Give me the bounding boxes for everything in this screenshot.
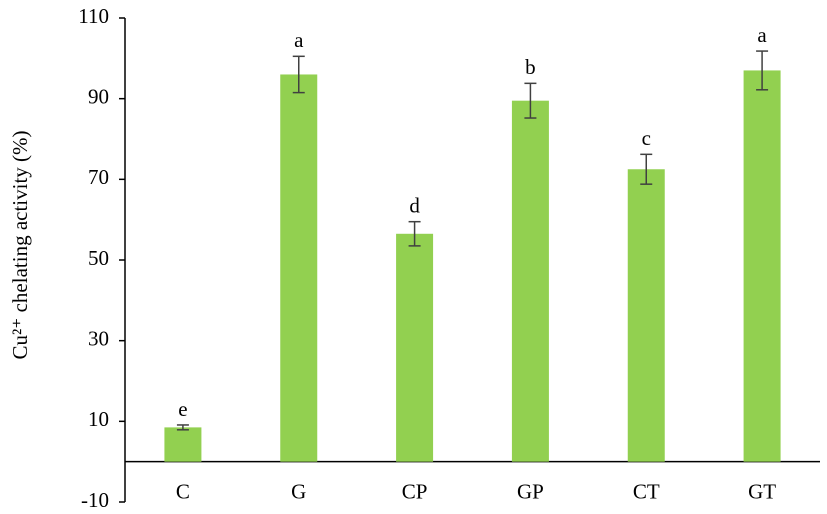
bar [280,74,318,462]
significance-letter: a [757,23,767,47]
bar [164,427,202,462]
y-axis-label: Cu²⁺ chelating activity (%) [8,130,32,359]
x-tick-label: C [176,479,190,503]
bar [511,100,549,462]
bar [627,169,665,462]
significance-letter: e [178,397,187,421]
y-tick-label: 70 [88,165,109,189]
y-tick-label: 50 [88,246,109,270]
y-tick-label: 110 [78,4,109,28]
x-tick-label: GT [748,479,776,503]
significance-letter: b [525,55,536,79]
x-tick-label: CT [633,479,660,503]
significance-letter: a [294,28,304,52]
significance-letter: c [642,126,651,150]
y-tick-label: 30 [88,326,109,350]
bar [743,70,781,462]
y-tick-label: 10 [88,407,109,431]
x-tick-label: CP [402,479,428,503]
x-tick-label: GP [517,479,544,503]
x-tick-label: G [291,479,306,503]
y-tick-label: -10 [81,488,109,512]
bar [396,233,434,462]
y-tick-label: 90 [88,84,109,108]
significance-letter: d [409,193,420,217]
